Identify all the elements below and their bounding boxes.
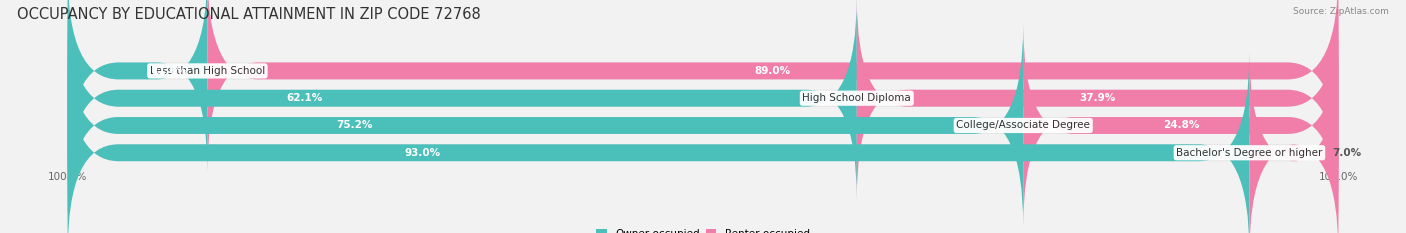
Text: 93.0%: 93.0%: [404, 148, 440, 158]
FancyBboxPatch shape: [67, 0, 1339, 199]
Text: High School Diploma: High School Diploma: [803, 93, 911, 103]
FancyBboxPatch shape: [1024, 25, 1339, 226]
Text: Less than High School: Less than High School: [150, 66, 264, 76]
FancyBboxPatch shape: [67, 52, 1339, 233]
Text: 75.2%: 75.2%: [336, 120, 373, 130]
Text: OCCUPANCY BY EDUCATIONAL ATTAINMENT IN ZIP CODE 72768: OCCUPANCY BY EDUCATIONAL ATTAINMENT IN Z…: [17, 7, 481, 22]
Text: 24.8%: 24.8%: [1163, 120, 1199, 130]
FancyBboxPatch shape: [67, 52, 1250, 233]
FancyBboxPatch shape: [67, 0, 856, 199]
FancyBboxPatch shape: [1250, 52, 1339, 233]
Text: 11.0%: 11.0%: [152, 66, 188, 76]
Text: 7.0%: 7.0%: [1331, 148, 1361, 158]
FancyBboxPatch shape: [67, 0, 208, 171]
FancyBboxPatch shape: [856, 0, 1339, 199]
Text: 62.1%: 62.1%: [287, 93, 322, 103]
Text: 89.0%: 89.0%: [755, 66, 792, 76]
FancyBboxPatch shape: [208, 0, 1339, 171]
Text: Bachelor's Degree or higher: Bachelor's Degree or higher: [1177, 148, 1323, 158]
Legend: Owner-occupied, Renter-occupied: Owner-occupied, Renter-occupied: [592, 225, 814, 233]
FancyBboxPatch shape: [67, 25, 1339, 226]
Text: College/Associate Degree: College/Associate Degree: [956, 120, 1090, 130]
Text: 37.9%: 37.9%: [1080, 93, 1116, 103]
FancyBboxPatch shape: [67, 0, 1339, 171]
FancyBboxPatch shape: [67, 25, 1024, 226]
Text: Source: ZipAtlas.com: Source: ZipAtlas.com: [1294, 7, 1389, 16]
